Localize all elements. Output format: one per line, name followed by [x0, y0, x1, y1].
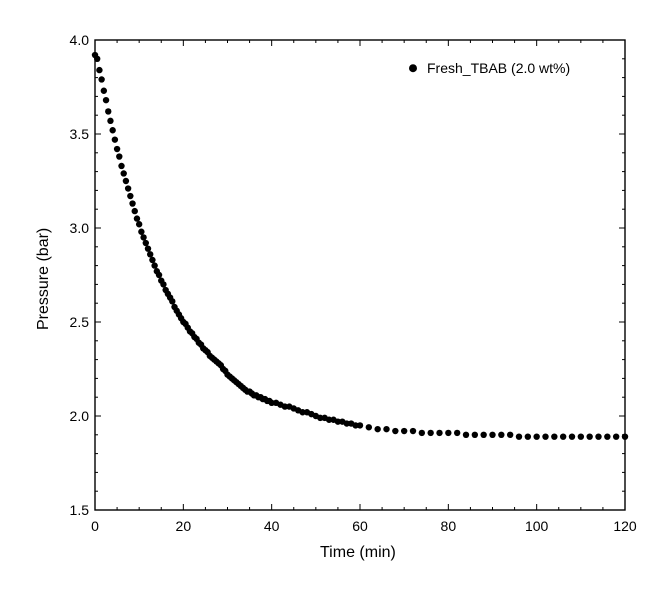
x-axis-label: Time (min)	[320, 544, 396, 562]
y-tick-label: 3.5	[61, 126, 89, 142]
chart-container: Fresh_TBAB (2.0 wt%) 0 20 40 60 80 100 120 1.5…	[0, 0, 666, 600]
chart-svg: Fresh_TBAB (2.0 wt%)	[0, 0, 666, 600]
y-tick-label: 2.0	[61, 408, 89, 424]
y-tick-label: 4.0	[61, 32, 89, 48]
y-tick-label: 1.5	[61, 502, 89, 518]
x-tick-label: 80	[441, 518, 457, 534]
legend-label: Fresh_TBAB (2.0 wt%)	[427, 60, 570, 76]
y-tick-label: 2.5	[61, 314, 89, 330]
x-tick-label: 120	[613, 518, 636, 534]
y-tick-label: 3.0	[61, 220, 89, 236]
x-tick-label: 100	[525, 518, 548, 534]
x-tick-label: 0	[91, 518, 99, 534]
x-tick-label: 60	[352, 518, 368, 534]
x-tick-label: 20	[176, 518, 192, 534]
y-axis-label: Pressure (bar)	[35, 228, 53, 330]
x-tick-label: 40	[264, 518, 280, 534]
